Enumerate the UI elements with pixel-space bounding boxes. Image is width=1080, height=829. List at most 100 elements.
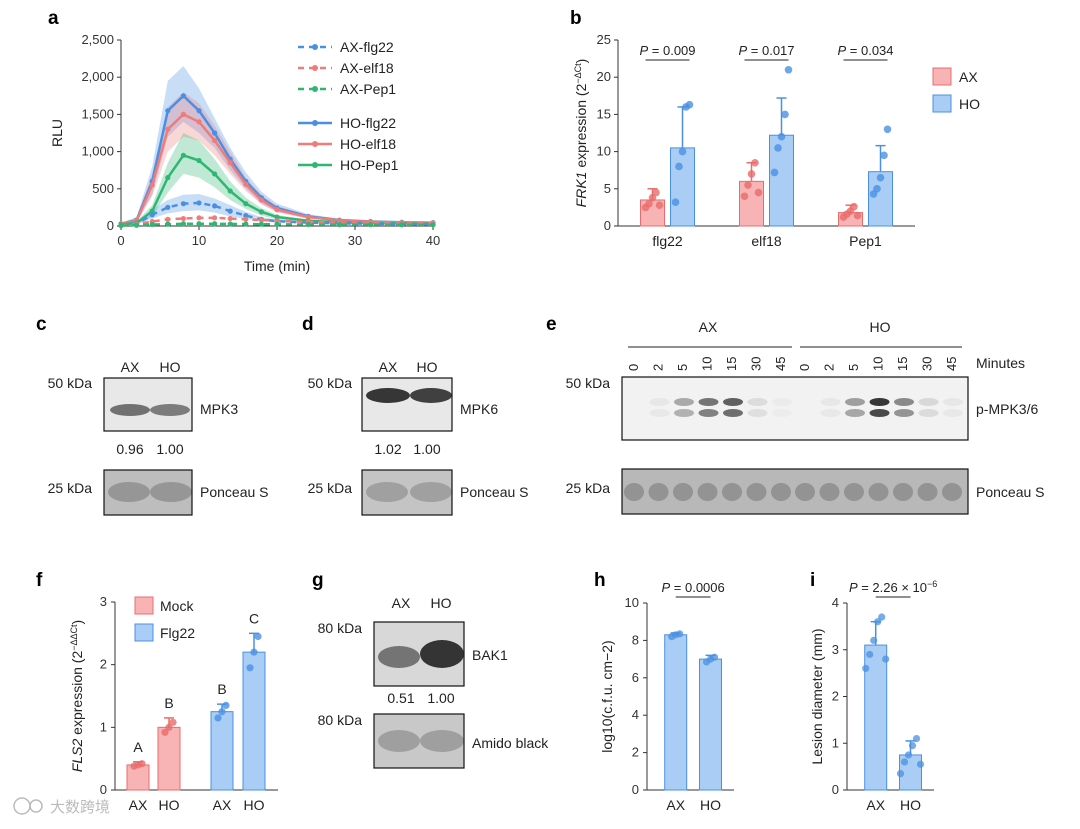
- b-legend-label: AX: [959, 69, 978, 85]
- c-ponceau-ho: [150, 482, 192, 502]
- b-ytick-label: 25: [597, 32, 611, 47]
- b-point: [880, 151, 888, 160]
- f-ylabel: FLS2 expression (2−ΔΔCt): [69, 620, 85, 772]
- e-band-upper: [943, 398, 963, 406]
- f-ytick-label: 3: [100, 594, 107, 609]
- h-bar: [699, 658, 723, 791]
- i-pvalue: P = 2.26 × 10−6: [849, 579, 937, 595]
- c-band-ax: [110, 404, 150, 416]
- e-ponceau-band: [942, 483, 962, 501]
- chart-h-bacterial-growth: 0 2 4 6 8 10 log10(c.f.u. cm−2) AX HO P = 0.0006: [599, 580, 734, 813]
- a-legend-marker: [312, 120, 318, 126]
- h-xtick-label: AX: [666, 797, 685, 813]
- e-ponceau-band: [746, 483, 767, 501]
- e-time-label: 45: [944, 357, 959, 371]
- h-ytick-label: 2: [632, 745, 639, 760]
- b-ylabel: FRK1 expression (2−ΔCt): [573, 59, 589, 208]
- c-marker-top: 50 kDa: [48, 375, 93, 391]
- e-band-upper: [820, 398, 841, 406]
- f-legend-label: Flg22: [160, 625, 195, 641]
- h-bar: [664, 634, 688, 791]
- e-ponceau-band: [624, 483, 644, 501]
- b-bar-ho: [769, 134, 794, 227]
- a-point-ax-pep1: [165, 221, 171, 227]
- b-point: [652, 188, 660, 197]
- a-point-ho-elf18: [243, 181, 249, 187]
- a-point-ax-flg22: [149, 212, 155, 218]
- b-ytick-label: 15: [597, 106, 611, 121]
- e-ponceau-band: [697, 483, 718, 501]
- e-band-lower: [845, 409, 865, 417]
- panel-letter-e: e: [546, 314, 557, 335]
- b-point: [774, 144, 782, 152]
- f-point: [161, 728, 169, 736]
- e-band-lower: [649, 409, 670, 417]
- e-band-lower: [772, 409, 792, 417]
- i-point: [862, 664, 870, 673]
- f-legend-swatch: [134, 623, 154, 642]
- c-blot-frame-bottom: [103, 469, 193, 516]
- a-legend-label: HO-Pep1: [340, 157, 399, 173]
- e-group-label: HO: [870, 319, 891, 335]
- f-bar: [157, 726, 181, 791]
- e-band-lower: [674, 409, 694, 417]
- c-lane-label: HO: [160, 359, 181, 375]
- b-legend-swatch: [932, 67, 952, 86]
- b-point: [781, 110, 789, 119]
- e-time-label: 2: [651, 364, 666, 371]
- blot-g-bak1: AX HO 80 kDa BAK1 0.51 1.00 80 kDa Amido black: [318, 595, 549, 769]
- panel-letter-f: f: [36, 570, 43, 591]
- f-ytick-label: 0: [100, 782, 107, 797]
- f-point: [254, 632, 262, 641]
- a-ytick-label: 1,000: [81, 144, 114, 159]
- panel-letter-a: a: [48, 8, 59, 29]
- f-point: [169, 718, 177, 726]
- b-legend-swatch: [932, 94, 952, 113]
- a-point-ho-elf18: [180, 111, 186, 117]
- f-point: [214, 714, 222, 722]
- a-point-ax-elf18: [243, 216, 249, 222]
- e-ponceau-band: [844, 483, 864, 501]
- panel-letter-d: d: [302, 314, 314, 335]
- g-quant: 0.51: [387, 690, 414, 706]
- i-xtick-label: HO: [900, 797, 921, 813]
- blot-e-phospho-mpk: AX HO 0 2 5 10 15 30 45 0 2 5 10 15 30 45 Minutes 50 kDa p…: [566, 319, 1045, 515]
- a-point-ax-pep1: [149, 221, 155, 228]
- i-point: [866, 650, 874, 659]
- a-legend-label: HO-elf18: [340, 136, 396, 152]
- e-ponceau-band: [722, 483, 742, 501]
- e-time-label: 30: [920, 357, 935, 371]
- e-band-upper: [918, 398, 939, 406]
- a-point-ax-pep1: [180, 221, 186, 227]
- e-time-label: 0: [626, 364, 641, 371]
- watermark: 大数跨境: [13, 797, 110, 816]
- a-point-ho-pep1: [258, 209, 264, 215]
- f-xtick-label: AX: [129, 797, 148, 813]
- b-point: [751, 158, 759, 167]
- g-band-ho: [420, 640, 464, 668]
- a-point-ax-pep1: [399, 222, 405, 228]
- c-blot-frame-top: [103, 377, 193, 432]
- e-time-label: 30: [749, 357, 764, 371]
- a-legend-marker: [312, 162, 318, 168]
- f-xtick-label: HO: [244, 797, 265, 813]
- d-blot-frame-bottom: [361, 469, 453, 516]
- d-marker-top: 50 kDa: [308, 375, 353, 391]
- a-ytick-label: 0: [107, 218, 114, 233]
- e-band-lower: [698, 409, 719, 417]
- e-band-lower: [943, 409, 963, 417]
- a-point-ax-flg22: [180, 201, 186, 207]
- watermark-logo-icon-2: [29, 799, 43, 813]
- f-legend-label: Mock: [160, 598, 194, 614]
- d-quant: 1.02: [374, 441, 401, 457]
- a-legend-label: AX-elf18: [340, 60, 394, 76]
- h-pvalue: P = 0.0006: [661, 580, 724, 595]
- c-band-ho: [150, 404, 190, 416]
- i-xtick-label: AX: [866, 797, 885, 813]
- a-point-ho-elf18: [274, 207, 280, 213]
- e-band-upper: [674, 398, 694, 406]
- d-ponceau-ax: [366, 482, 408, 502]
- a-legend-marker: [312, 44, 318, 50]
- a-ytick-label: 500: [92, 181, 114, 196]
- a-point-ax-pep1: [368, 222, 374, 228]
